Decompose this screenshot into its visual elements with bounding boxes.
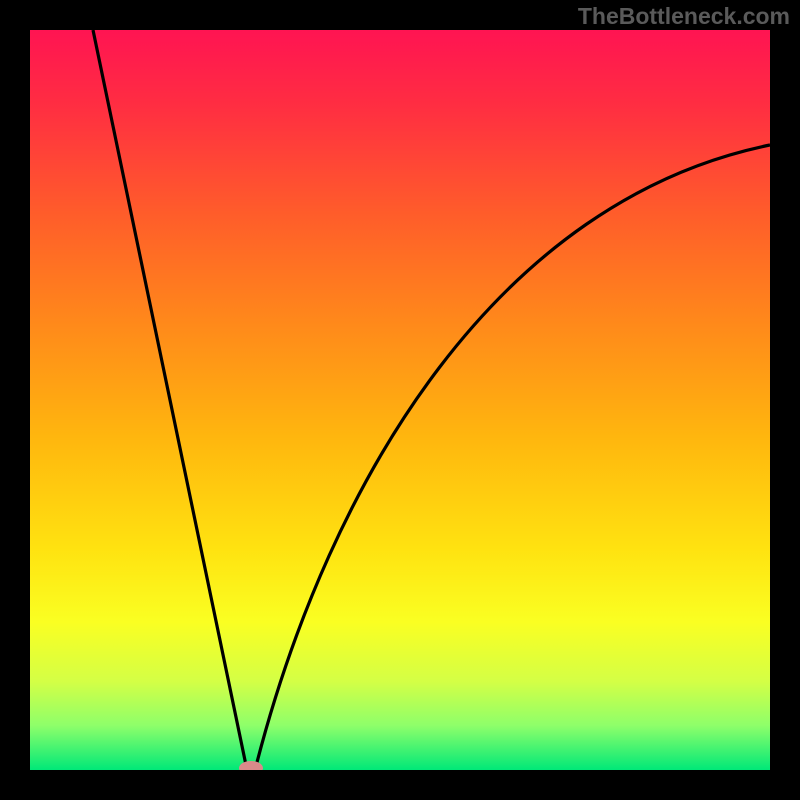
minimum-marker: [239, 761, 263, 770]
curve-right-branch: [255, 145, 770, 770]
watermark-text: TheBottleneck.com: [578, 3, 790, 30]
bottleneck-curve: [30, 30, 770, 770]
plot-area: [30, 30, 770, 770]
chart-container: { "chart": { "type": "bottleneck-curve",…: [0, 0, 800, 800]
curve-left-branch: [93, 30, 247, 770]
